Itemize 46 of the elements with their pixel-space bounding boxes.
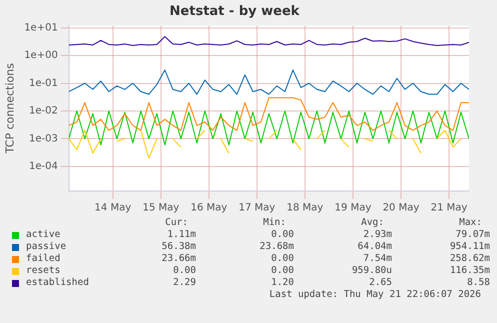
text: 7.54m	[362, 253, 392, 265]
text: 79.07m	[454, 229, 490, 241]
text: Avg:	[360, 217, 384, 229]
x-tick-label: 16 May	[190, 202, 228, 214]
text: 64.04m	[356, 241, 392, 253]
text: 0.00	[270, 265, 294, 277]
text: 1.11m	[166, 229, 196, 241]
text: 23.68m	[258, 241, 294, 253]
y-tick-label: 1e-03	[28, 133, 58, 144]
text: 258.62m	[448, 253, 490, 265]
text: 56.38m	[160, 241, 196, 253]
y-axis-title: TCP connections	[3, 62, 16, 154]
x-tick-label: 19 May	[334, 202, 372, 214]
text: 116.35m	[448, 265, 490, 277]
y-tick-label: 1e-01	[28, 78, 58, 89]
text: Min:	[262, 217, 286, 229]
text: 0.00	[172, 265, 196, 277]
legend-label: active	[26, 229, 62, 241]
chart-title: Netstat - by week	[170, 4, 300, 20]
text: 0.00	[270, 253, 294, 265]
text: 0.00	[270, 229, 294, 241]
x-tick-label: 15 May	[142, 202, 180, 214]
text: Max:	[458, 217, 482, 229]
y-tick-label: 1e-04	[28, 161, 58, 172]
y-tick-label: 1e-02	[28, 106, 58, 117]
legend-label: passive	[26, 241, 68, 253]
text: 8.58	[466, 277, 490, 289]
x-tick-label: 14 May	[94, 202, 132, 214]
x-tick-label: 20 May	[382, 202, 420, 214]
y-tick-label: 1e+01	[24, 22, 58, 34]
x-tick-label: 21 May	[430, 202, 468, 214]
text: Cur:	[164, 217, 188, 229]
text: 2.65	[368, 277, 392, 289]
text: Last update: Thu May 21 22:06:07 2026	[268, 289, 482, 301]
legend-label: established	[26, 277, 90, 289]
legend-label: failed	[26, 253, 62, 265]
x-tick-label: 18 May	[286, 202, 324, 214]
x-tick-label: 17 May	[238, 202, 276, 214]
text: 23.66m	[160, 253, 196, 265]
legend-label: resets	[26, 265, 62, 277]
text: 954.11m	[448, 241, 490, 253]
text: 959.80u	[350, 265, 392, 277]
text: 2.29	[172, 277, 196, 289]
y-tick-label: 1e+00	[24, 50, 58, 62]
text: 2.93m	[362, 229, 392, 241]
text: 1.20	[270, 277, 294, 289]
